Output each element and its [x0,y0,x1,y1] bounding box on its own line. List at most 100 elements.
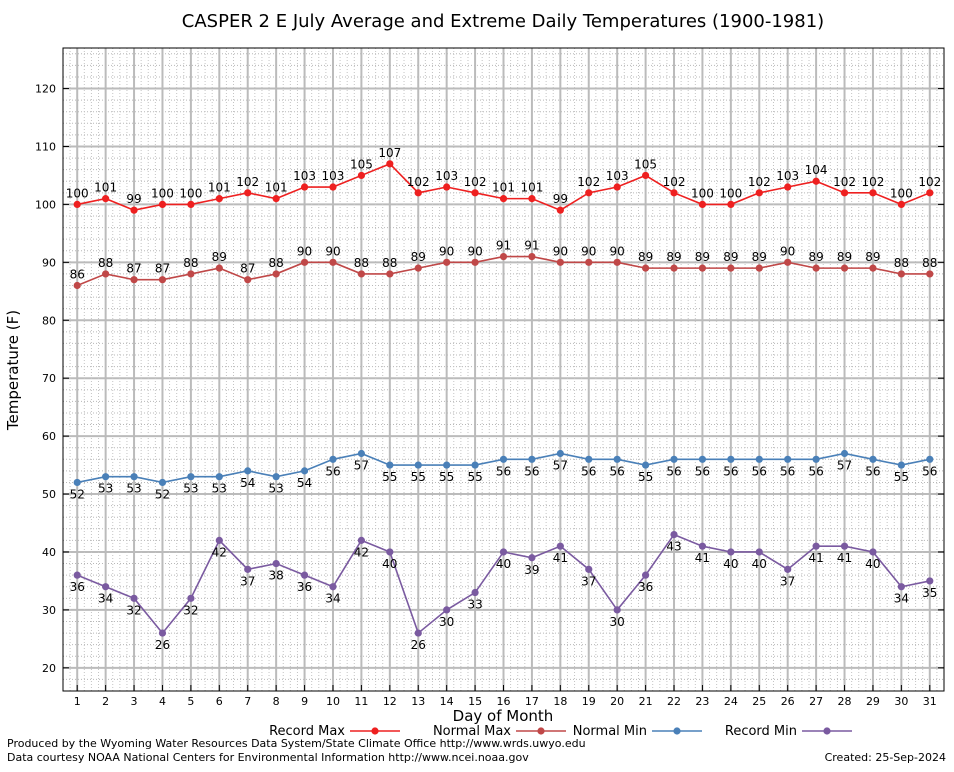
data-point [670,264,678,272]
data-point [102,270,110,278]
x-tick-label: 19 [582,695,596,708]
data-label: 88 [98,256,113,270]
data-point [386,461,394,469]
data-label: 90 [297,244,312,258]
data-label: 57 [837,458,852,472]
data-point [499,195,508,203]
data-point [869,264,877,272]
x-tick-label: 1 [74,695,81,708]
data-label: 30 [610,615,625,629]
data-label: 102 [663,175,686,189]
data-point [727,264,735,272]
data-label: 103 [776,169,799,183]
data-label: 89 [638,250,653,264]
data-point [471,189,479,197]
data-point [73,200,81,209]
data-point [102,583,110,591]
data-label: 90 [467,244,482,258]
data-point [556,258,564,266]
data-label: 56 [922,464,937,478]
data-label: 57 [553,458,568,472]
data-point [215,195,223,203]
data-point [215,473,223,481]
data-point [471,258,479,266]
data-label: 26 [155,638,170,652]
data-label: 102 [918,175,941,189]
x-tick-label: 17 [525,695,539,708]
data-point [641,171,650,180]
x-tick-label: 10 [326,695,340,708]
x-tick-label: 31 [923,695,937,708]
data-point [812,542,820,550]
legend-label: Record Min [725,724,797,739]
legend-label: Normal Min [573,724,647,739]
data-label: 87 [155,262,170,276]
x-tick-label: 4 [159,695,166,708]
data-label: 39 [524,563,539,577]
data-label: 55 [467,470,482,484]
data-label: 53 [126,482,141,496]
data-point [556,542,564,550]
data-point [443,183,451,191]
data-label: 90 [581,244,596,258]
legend-marker [371,727,379,735]
data-point [130,206,138,214]
data-label: 86 [70,268,85,282]
data-label: 89 [666,250,681,264]
data-label: 89 [752,250,767,264]
data-point [755,548,763,556]
legend-label: Normal Max [433,724,511,739]
data-point [528,195,536,203]
y-axis-label: Temperature (F) [4,310,22,431]
data-point [897,461,905,469]
data-label: 103 [322,169,345,183]
data-point [499,455,508,463]
data-point [840,264,849,272]
data-point [300,467,309,475]
data-label: 53 [269,482,284,496]
data-point [158,276,167,284]
data-label: 88 [183,256,198,270]
data-point [272,559,280,568]
data-point [272,270,280,278]
data-label: 104 [805,163,828,177]
data-label: 99 [126,192,141,206]
data-label: 90 [610,244,625,258]
data-label: 102 [748,175,771,189]
x-tick-label: 22 [667,695,681,708]
data-point [698,264,707,272]
y-tick-label: 100 [35,198,56,211]
data-label: 32 [183,603,198,617]
data-label: 54 [240,476,255,490]
data-point [499,252,508,261]
data-label: 57 [354,458,369,472]
y-tick-label: 20 [42,662,56,675]
data-point [641,461,650,469]
data-point [897,583,905,591]
x-tick-label: 23 [695,695,709,708]
data-label: 43 [666,540,681,554]
data-label: 33 [467,598,482,612]
data-point [613,606,621,614]
data-label: 56 [865,464,880,478]
data-point [812,264,820,272]
data-point [471,588,479,597]
data-point [670,530,678,539]
data-label: 88 [382,256,397,270]
data-label: 56 [666,464,681,478]
series-normal-min: 52 53 53 52 53 53 54 53 54 56 57 55 55 55 55 56 56 57 56 56… [70,449,937,501]
data-label: 89 [808,250,823,264]
data-point [840,449,849,458]
data-label: 103 [435,169,458,183]
data-point [414,189,422,197]
data-label: 41 [553,551,568,565]
x-tick-label: 7 [244,695,251,708]
data-point [357,270,366,278]
data-label: 53 [183,482,198,496]
data-point [755,189,763,197]
footer-data-courtesy: Data courtesy NOAA National Centers for … [7,751,529,764]
x-tick-label: 24 [724,695,738,708]
data-label: 105 [350,157,373,171]
data-point [443,258,451,266]
data-point [272,473,280,481]
